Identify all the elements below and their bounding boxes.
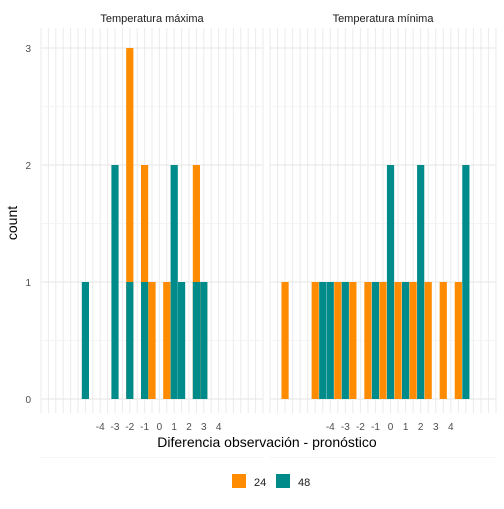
- panel-2-x-tick-label: 0: [388, 422, 394, 433]
- panel-1-bar-48: [192, 282, 200, 399]
- panel-2-x-tick-label: 1: [403, 422, 409, 433]
- panel-2-x-tick-label: -3: [341, 422, 350, 433]
- y-tick-label: 2: [25, 161, 31, 172]
- panel-1-bar-48: [141, 282, 149, 399]
- legend-label-48: 48: [298, 477, 310, 489]
- panel-1-bar-24: [148, 282, 156, 399]
- panel-2-bar-48: [319, 282, 327, 399]
- panel-2-bar-24: [424, 282, 432, 399]
- panel-1-bar-48: [200, 282, 208, 399]
- panel-1-x-tick-label: -2: [125, 422, 134, 433]
- panel-2-bar-24: [349, 282, 357, 399]
- panel-2-x-tick-label: 4: [448, 422, 454, 433]
- panel-2-x-tick-label: -4: [326, 422, 335, 433]
- y-axis-title: count: [4, 206, 20, 240]
- panel-1-x-tick-label: -4: [96, 422, 105, 433]
- panel-2-bar-48: [402, 282, 410, 399]
- panel-1-bar-48: [170, 165, 178, 399]
- panel-2-bar-48: [417, 165, 425, 399]
- panel-2-bar-48: [386, 165, 395, 399]
- y-tick-label: 0: [25, 395, 31, 406]
- panel-1-bar-48: [81, 282, 89, 399]
- panel-2-x-tick-label: 2: [418, 422, 424, 433]
- panel-2-x-tick-label: -2: [356, 422, 365, 433]
- panel-2-bar-24: [281, 282, 289, 399]
- panel-2-bar-24: [379, 282, 387, 399]
- panel-2-x-tick-label: 3: [433, 422, 439, 433]
- panel-1-bar-48: [178, 282, 186, 399]
- panel-2-bar-24: [454, 282, 462, 399]
- legend-label-24: 24: [254, 477, 266, 489]
- panel-1-strip-title: Temperatura máxima: [100, 13, 204, 25]
- panel-1-bar-24: [126, 48, 134, 399]
- panel-2-bar-48: [371, 282, 380, 399]
- panel-1-bar-48: [111, 165, 119, 399]
- panel-2-bar-24: [334, 282, 342, 399]
- panel-1-x-tick-label: -1: [140, 422, 149, 433]
- panel-2-bar-24: [394, 282, 402, 399]
- y-tick-label: 3: [25, 44, 31, 55]
- y-tick-label: 1: [25, 278, 31, 289]
- panel-2-bar-48: [462, 165, 470, 399]
- panel-1-x-tick-label: 2: [186, 422, 192, 433]
- panel-1-x-tick-label: 0: [157, 422, 163, 433]
- panel-2-bar-48: [341, 282, 349, 399]
- legend-swatch-48: [276, 474, 290, 488]
- panel-1-x-tick-label: 1: [171, 422, 177, 433]
- legend-swatch-24: [232, 474, 246, 488]
- panel-2-x-tick-label: -1: [371, 422, 380, 433]
- panel-1-x-tick-label: 4: [216, 422, 222, 433]
- panel-2-bar-24: [409, 282, 417, 399]
- panel-1-bar-24: [163, 282, 171, 399]
- panel-1-bar-48: [126, 282, 134, 399]
- x-axis-title: Diferencia observación - pronóstico: [157, 434, 377, 450]
- panel-2-strip-title: Temperatura mínima: [333, 13, 435, 25]
- panel-2-bar-24: [364, 282, 372, 399]
- panel-1-x-tick-label: -3: [111, 422, 120, 433]
- panel-2-bar-48: [326, 282, 334, 399]
- panel-1-x-tick-label: 3: [201, 422, 207, 433]
- panel-2-bar-24: [439, 282, 447, 399]
- panel-2-bar-24: [311, 282, 319, 399]
